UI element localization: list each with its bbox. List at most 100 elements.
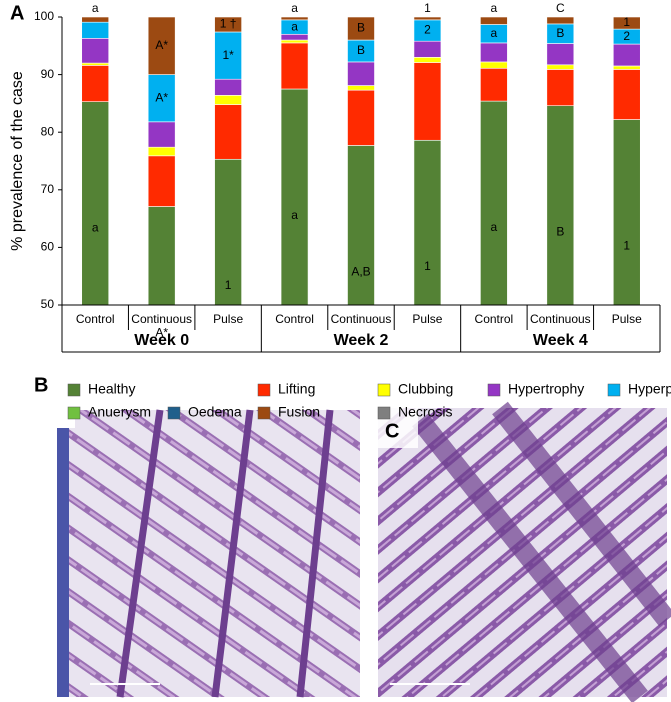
bar-segment xyxy=(214,95,242,105)
segment-label: A* xyxy=(155,38,168,52)
bar-segment xyxy=(480,67,508,102)
legend-swatch xyxy=(487,383,501,397)
x-tick-label: Pulse xyxy=(412,312,442,326)
legend-label: Oedema xyxy=(188,404,242,420)
bar-segment xyxy=(347,85,375,91)
segment-label: a xyxy=(92,221,99,235)
bar-segment xyxy=(347,145,375,306)
y-tick-label: 100 xyxy=(34,9,54,23)
y-tick-label: 50 xyxy=(41,297,55,311)
top-label: a xyxy=(491,1,498,15)
segment-label: B xyxy=(556,225,564,239)
histology-right xyxy=(378,401,671,702)
bar-segment xyxy=(480,42,508,63)
bar-segment xyxy=(214,31,242,80)
bar-segment xyxy=(147,155,176,207)
segment-label: B xyxy=(357,21,365,35)
x-tick-label: Continuous xyxy=(530,312,591,326)
legend-swatch xyxy=(67,383,81,397)
y-tick-label: 60 xyxy=(41,240,55,254)
segment-label: a xyxy=(491,26,498,40)
bar-segment xyxy=(612,16,641,30)
legend-swatch xyxy=(257,383,271,397)
group-label: Week 4 xyxy=(533,332,588,349)
segment-label: 1 xyxy=(225,278,232,292)
y-tick-label: 90 xyxy=(41,67,55,81)
bar-segment xyxy=(280,42,309,90)
legend-swatch xyxy=(167,406,181,420)
segment-label: B xyxy=(556,26,564,40)
legend-swatch xyxy=(607,383,621,397)
segment-label: 1* xyxy=(222,48,234,62)
x-tick-label: Control xyxy=(76,312,115,326)
bar-segment xyxy=(81,38,110,64)
group-label: Week 0 xyxy=(134,332,189,349)
bar-segment xyxy=(214,78,242,96)
bar-segment xyxy=(546,16,575,25)
bar-segment xyxy=(147,16,176,75)
top-label: 1 xyxy=(424,1,431,15)
segment-label: 2 xyxy=(424,23,431,37)
x-tick-label: Continuous xyxy=(331,312,392,326)
bar-segment xyxy=(81,65,110,102)
segment-label: a xyxy=(491,220,498,234)
bar-segment xyxy=(147,206,176,306)
bar-segment xyxy=(81,21,110,39)
legend-label: Necrosis xyxy=(398,404,452,420)
segment-label: 1 † xyxy=(220,17,237,31)
bar-segment xyxy=(612,65,641,70)
bar-segment xyxy=(81,16,110,23)
y-axis-label: % prevalence of the case xyxy=(9,71,26,251)
bar-segment xyxy=(413,40,442,58)
y-tick-label: 80 xyxy=(41,124,55,138)
panel-label: C xyxy=(385,420,399,442)
segment-label: A* xyxy=(155,325,168,339)
bar-segment xyxy=(81,101,110,306)
panel-label: B xyxy=(34,374,48,396)
x-tick-label: Pulse xyxy=(213,312,243,326)
bar-segment xyxy=(81,62,110,66)
legend-label: Lifting xyxy=(278,381,315,397)
top-label: a xyxy=(92,1,99,15)
bar-segment xyxy=(280,16,309,21)
panel-label: A xyxy=(10,2,24,24)
bar-segment xyxy=(413,57,442,63)
legend-swatch xyxy=(257,406,271,420)
x-tick-label: Pulse xyxy=(612,312,642,326)
y-tick-label: 70 xyxy=(41,182,55,196)
x-tick-label: Continuous xyxy=(131,312,192,326)
legend-label: Hyperplasia xyxy=(628,381,671,397)
segment-label: B xyxy=(357,43,365,57)
x-tick-label: Control xyxy=(275,312,314,326)
bar-segment xyxy=(413,16,442,21)
bar-segment xyxy=(480,61,508,69)
bar-segment xyxy=(347,61,375,86)
bar-segment xyxy=(612,69,641,120)
bar-segment xyxy=(546,69,575,107)
bar-segment xyxy=(546,43,575,66)
bar-segment xyxy=(214,104,242,160)
bar-segment xyxy=(280,88,309,306)
bar-segment xyxy=(347,16,375,41)
bar-segment xyxy=(480,16,508,25)
segment-label: A* xyxy=(155,90,168,104)
group-label: Week 2 xyxy=(334,332,389,349)
bar-segment xyxy=(612,119,641,306)
legend-swatch xyxy=(67,406,81,420)
segment-label: 1 xyxy=(424,259,431,273)
bar-segment xyxy=(546,105,575,306)
legend-label: Healthy xyxy=(88,381,135,397)
legend-label: Fusion xyxy=(278,404,320,420)
x-tick-label: Control xyxy=(475,312,514,326)
bar-segment xyxy=(413,139,442,306)
segment-label: a xyxy=(291,19,298,33)
segment-label: 2 xyxy=(623,29,630,43)
bar-segment xyxy=(546,64,575,70)
bar-segment xyxy=(347,89,375,146)
bar-segment xyxy=(480,100,508,306)
top-label: C xyxy=(556,1,565,15)
segment-label: 1 xyxy=(623,15,630,29)
bar-segment xyxy=(612,43,641,67)
bar-segment xyxy=(147,121,176,148)
